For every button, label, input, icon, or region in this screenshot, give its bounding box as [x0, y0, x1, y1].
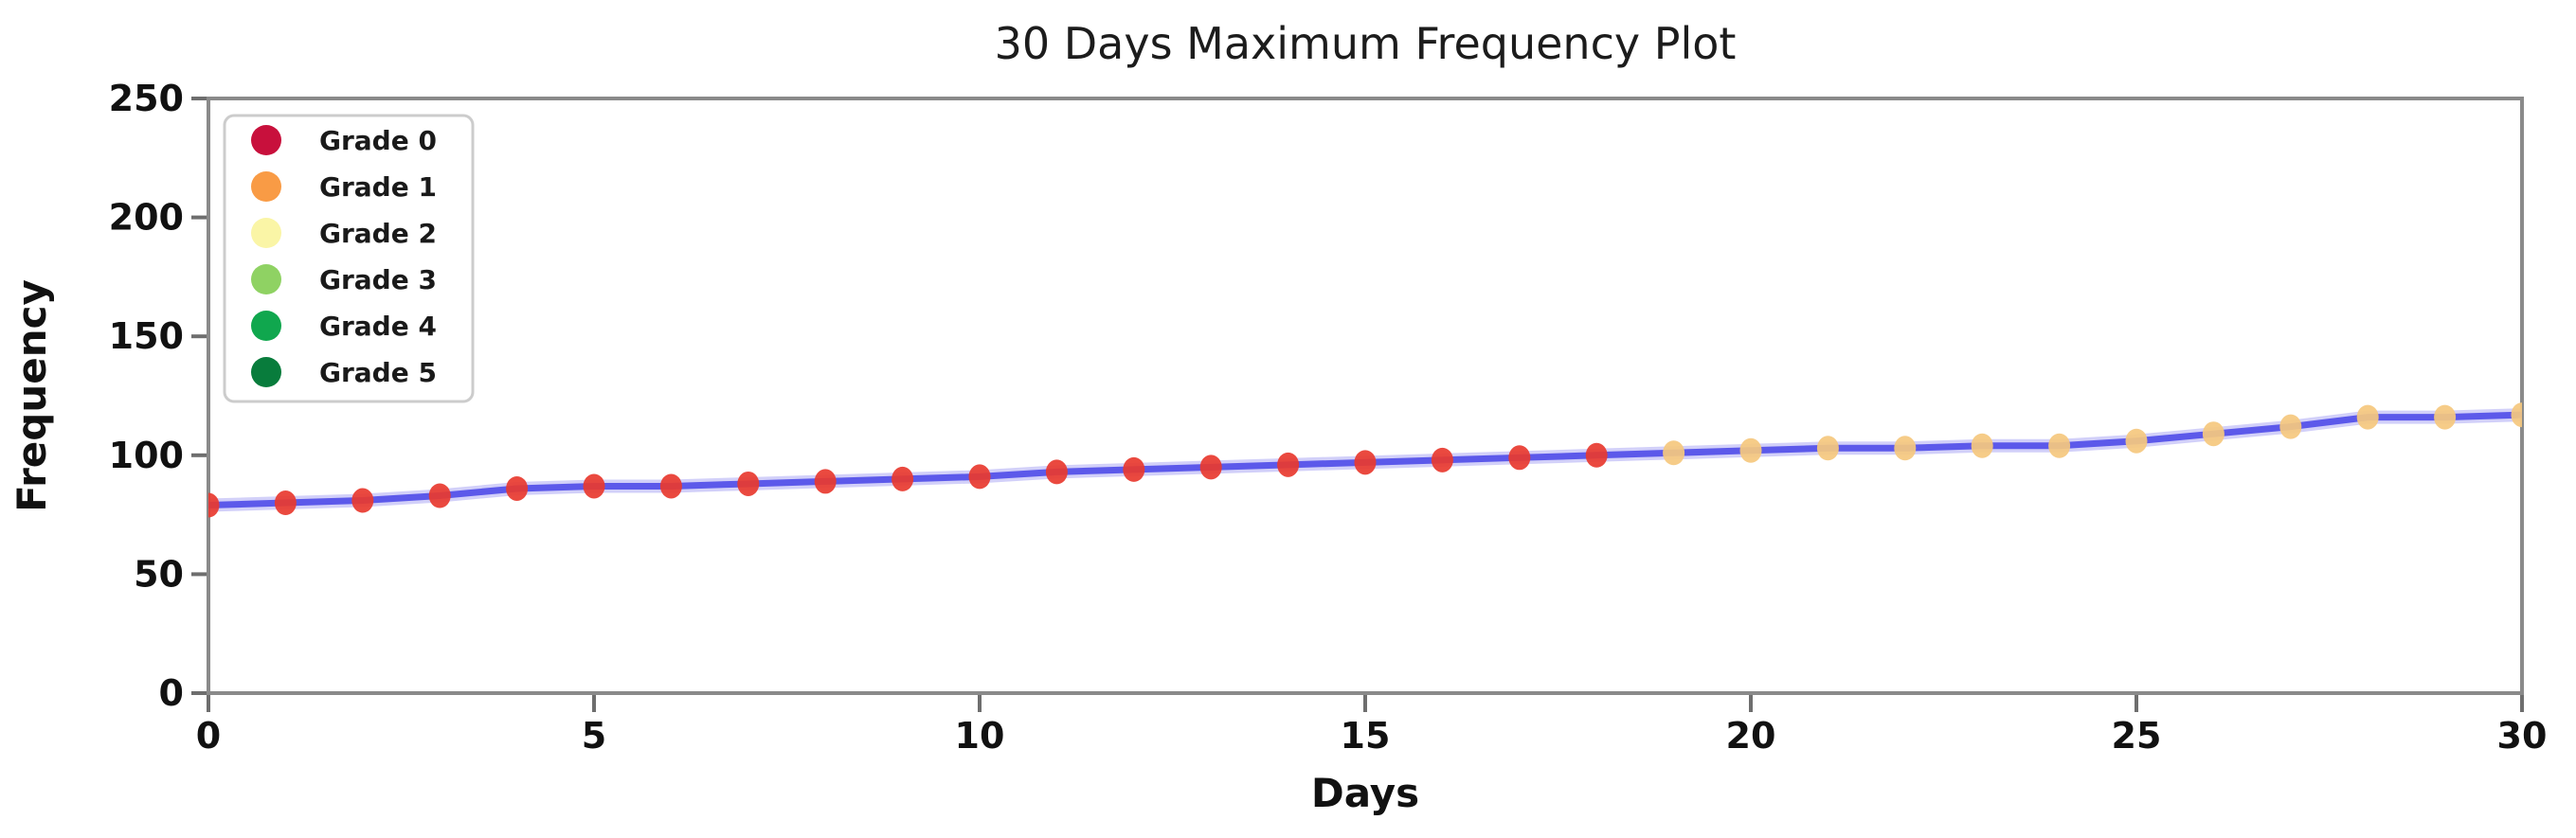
data-point-day-24 — [2048, 433, 2071, 458]
x-tick-label: 20 — [1726, 715, 1776, 757]
y-tick-label: 250 — [109, 78, 184, 119]
legend-item-label: Grade 1 — [319, 171, 437, 203]
legend-item-grade-3: Grade 3 — [251, 264, 437, 295]
legend-item-grade-0: Grade 0 — [251, 125, 437, 156]
data-point-day-18 — [1585, 442, 1608, 468]
data-point-day-28 — [2356, 404, 2379, 430]
data-point-day-23 — [1971, 433, 1993, 458]
y-tick-label: 100 — [109, 435, 184, 476]
data-point-day-12 — [1123, 456, 1145, 482]
y-axis-label: Frequency — [9, 279, 55, 512]
data-point-day-7 — [737, 471, 760, 496]
legend-item-label: Grade 4 — [319, 311, 437, 342]
data-point-day-0 — [208, 492, 220, 518]
y-tick-label: 0 — [159, 672, 184, 714]
data-point-day-19 — [1663, 440, 1685, 466]
legend-box — [223, 114, 475, 403]
legend-item-grade-2: Grade 2 — [251, 218, 437, 249]
data-point-day-2 — [351, 488, 374, 513]
data-point-day-9 — [892, 466, 914, 491]
data-point-day-3 — [428, 483, 451, 508]
legend: Grade 0 Grade 1 Grade 2 Grade 3 Grade 4 Grade… — [223, 114, 475, 403]
data-point-day-14 — [1277, 452, 1300, 477]
x-tick-label: 30 — [2497, 715, 2548, 757]
x-tick-label: 5 — [582, 715, 606, 757]
legend-item-grade-1: Grade 1 — [251, 171, 437, 203]
data-point-day-1 — [274, 490, 297, 516]
x-tick-label: 25 — [2112, 715, 2162, 757]
data-point-day-6 — [659, 473, 682, 499]
legend-swatch-grade-4 — [251, 311, 281, 341]
x-tick-label: 15 — [1341, 715, 1391, 757]
y-tick-label: 150 — [109, 315, 184, 357]
data-point-day-16 — [1431, 447, 1453, 472]
axes: 0 5 10 15 20 25 30 0 50 100 150 200 250 — [109, 78, 2548, 757]
data-point-day-29 — [2434, 404, 2457, 430]
data-point-day-27 — [2279, 414, 2302, 439]
data-point-day-5 — [583, 473, 605, 499]
y-tick-label: 200 — [109, 197, 184, 239]
legend-item-label: Grade 0 — [319, 125, 437, 156]
legend-swatch-grade-0 — [251, 125, 281, 155]
data-point-day-22 — [1894, 436, 1917, 461]
legend-swatch-grade-2 — [251, 218, 281, 248]
data-point-day-13 — [1199, 455, 1222, 480]
legend-item-grade-5: Grade 5 — [251, 357, 437, 388]
legend-item-label: Grade 3 — [319, 264, 437, 295]
data-point-day-25 — [2125, 428, 2148, 454]
data-point-day-30 — [2511, 402, 2522, 428]
x-tick-label: 10 — [955, 715, 1005, 757]
data-point-day-26 — [2202, 421, 2225, 447]
legend-swatch-grade-3 — [251, 264, 281, 294]
legend-item-label: Grade 2 — [319, 218, 437, 249]
data-point-day-21 — [1816, 436, 1839, 461]
data-point-day-15 — [1354, 450, 1377, 475]
x-tick-label: 0 — [196, 715, 221, 757]
data-point-day-11 — [1045, 459, 1068, 485]
plot-border — [207, 97, 2524, 695]
data-point-day-20 — [1739, 437, 1762, 463]
legend-swatch-grade-5 — [251, 357, 281, 387]
y-tick-label: 50 — [134, 553, 184, 595]
legend-item-label: Grade 5 — [319, 357, 437, 388]
data-point-day-10 — [968, 464, 991, 490]
data-point-day-8 — [814, 469, 837, 494]
chart-title: 30 Days Maximum Frequency Plot — [995, 18, 1737, 69]
legend-item-grade-4: Grade 4 — [251, 311, 437, 342]
x-axis-label: Days — [1311, 770, 1419, 816]
legend-swatch-grade-1 — [251, 171, 281, 202]
data-point-day-17 — [1508, 445, 1531, 471]
data-series — [208, 402, 2522, 518]
data-point-day-4 — [506, 475, 529, 501]
